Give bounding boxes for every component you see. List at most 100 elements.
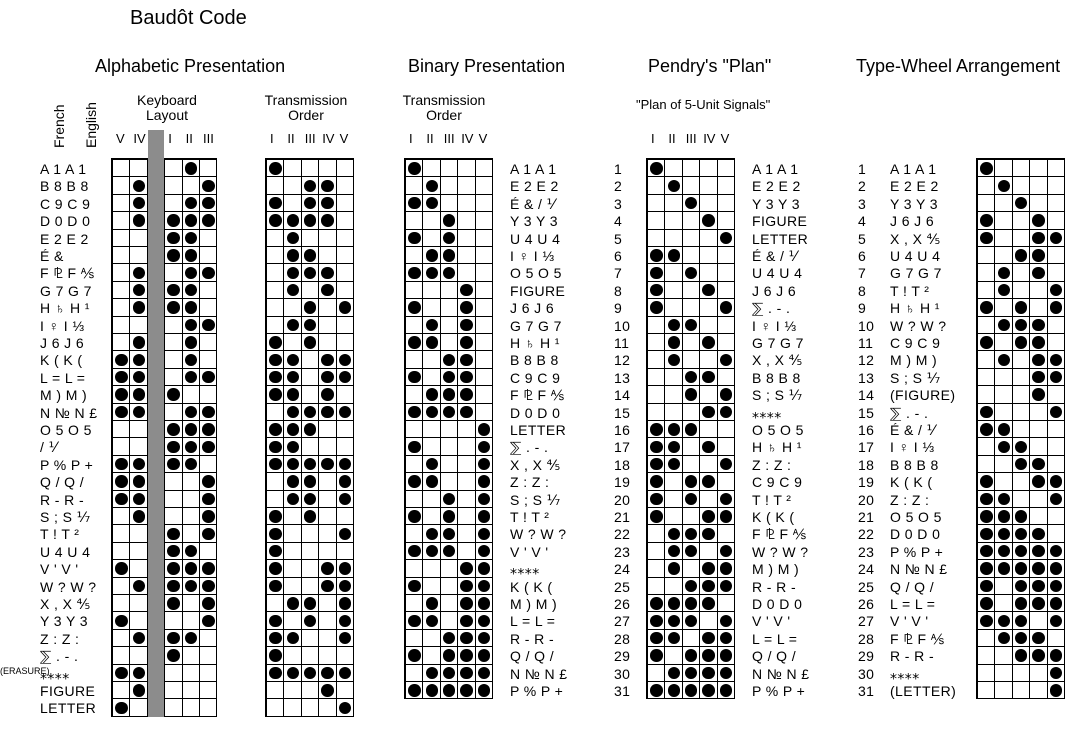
binary-hole bbox=[425, 249, 438, 262]
alpha-transmission-cell bbox=[267, 577, 285, 595]
pendry-cell bbox=[717, 334, 735, 352]
alpha-transmission-cell bbox=[301, 177, 320, 195]
page-title: Baudôt Code bbox=[130, 7, 247, 29]
typewheel-cell bbox=[995, 281, 1013, 300]
pendry-number: 1 bbox=[614, 161, 623, 177]
alpha-transmission-hole bbox=[304, 301, 317, 314]
keyboard-cell bbox=[113, 316, 131, 334]
pendry-cell bbox=[665, 212, 683, 230]
alpha-transmission-cell bbox=[336, 264, 354, 282]
keyboard-cell bbox=[113, 508, 131, 526]
pendry-hole bbox=[702, 597, 715, 610]
alpha-transmission-cell bbox=[284, 664, 302, 682]
pendry-cell bbox=[648, 455, 666, 474]
typewheel-cell bbox=[1030, 386, 1048, 404]
binary-hole bbox=[408, 684, 421, 697]
alpha-transmission-hole bbox=[286, 632, 299, 645]
pendry-cell bbox=[700, 264, 718, 282]
keyboard-hole bbox=[202, 179, 215, 192]
keyboard-hole bbox=[132, 666, 145, 680]
alpha-transmission-cell bbox=[336, 473, 354, 491]
pendry-number: 27 bbox=[614, 613, 631, 630]
alpha-transmission-hole bbox=[321, 214, 334, 227]
alpha-transmission-hole bbox=[304, 614, 317, 627]
keyboard-hole bbox=[184, 579, 198, 593]
binary-hole bbox=[477, 510, 491, 523]
keyboard-cell bbox=[113, 212, 131, 230]
pendry-cell bbox=[682, 247, 701, 265]
keyboard-cell bbox=[165, 455, 183, 474]
keyboard-cell bbox=[182, 281, 200, 300]
typewheel-number: 22 bbox=[858, 526, 875, 543]
alpha-transmission-hole bbox=[269, 458, 282, 471]
alpha-transmission-cell bbox=[319, 351, 337, 369]
keyboard-hole bbox=[132, 475, 145, 488]
alpha-transmission-cell bbox=[336, 247, 354, 265]
binary-hole bbox=[425, 597, 438, 610]
typewheel-cell bbox=[1012, 647, 1031, 665]
pendry-cell bbox=[700, 281, 718, 300]
binary-cell bbox=[458, 525, 476, 543]
keyboard-cell bbox=[130, 421, 148, 439]
pendry-number: 5 bbox=[614, 230, 623, 247]
typewheel-cell bbox=[995, 421, 1013, 439]
typewheel-label: P % P + bbox=[890, 543, 944, 560]
alpha-transmission-cell bbox=[301, 299, 320, 317]
keyboard-numeral: IV bbox=[133, 131, 146, 146]
pendry-number: 31 bbox=[614, 683, 631, 699]
binary-cell bbox=[475, 560, 493, 578]
typewheel-cell bbox=[1030, 508, 1048, 526]
binary-hole bbox=[408, 405, 421, 419]
binary-transmission-line2: Order bbox=[426, 107, 462, 123]
pendry-cell bbox=[665, 560, 683, 578]
binary-hole bbox=[443, 684, 456, 697]
binary-cell bbox=[458, 682, 476, 700]
pendry-cell bbox=[717, 177, 735, 195]
typewheel-hole bbox=[1032, 371, 1045, 384]
binary-label: R - R - bbox=[510, 630, 555, 647]
keyboard-hole bbox=[184, 284, 198, 297]
pendry-cell bbox=[700, 386, 718, 404]
typewheel-cell bbox=[1047, 368, 1065, 387]
pendry-cell bbox=[665, 508, 683, 526]
alphabetic-label: M ) M ) bbox=[40, 387, 88, 404]
pendry-cell bbox=[717, 247, 735, 265]
alpha-transmission-hole bbox=[321, 684, 334, 697]
binary-cell bbox=[406, 281, 424, 300]
typewheel-cell bbox=[1012, 386, 1031, 404]
binary-hole bbox=[477, 527, 491, 540]
typewheel-hole bbox=[1015, 562, 1028, 575]
keyboard-grid bbox=[111, 158, 218, 717]
keyboard-hole bbox=[132, 684, 145, 697]
keyboard-cell bbox=[130, 473, 148, 491]
alphabetic-label: I ♀ I ⅓ bbox=[40, 317, 85, 334]
pendry-hole bbox=[667, 336, 680, 349]
typewheel-label: B 8 B 8 bbox=[890, 456, 939, 473]
binary-label: E 2 E 2 bbox=[510, 178, 559, 195]
typewheel-label: S ; S ⅐ bbox=[890, 369, 941, 386]
typewheel-cell bbox=[1012, 473, 1031, 491]
alpha-transmission-cell bbox=[267, 229, 285, 247]
pendry-hole bbox=[667, 353, 680, 366]
typewheel-hole bbox=[1032, 353, 1045, 366]
alpha-transmission-cell bbox=[336, 612, 354, 630]
typewheel-hole bbox=[980, 492, 993, 506]
keyboard-cell bbox=[130, 229, 148, 247]
keyboard-numeral: V bbox=[116, 131, 125, 146]
alpha-transmission-cell bbox=[284, 577, 302, 595]
pendry-hole bbox=[667, 249, 680, 262]
keyboard-cell bbox=[182, 403, 200, 421]
alpha-transmission-cell bbox=[319, 629, 337, 648]
alpha-transmission-cell bbox=[301, 160, 320, 178]
keyboard-cell bbox=[130, 438, 148, 456]
keyboard-cell bbox=[113, 177, 131, 195]
binary-hole bbox=[425, 388, 438, 401]
typewheel-label: J 6 J 6 bbox=[890, 213, 935, 230]
alpha-transmission-cell bbox=[336, 629, 354, 648]
pendry-cell bbox=[665, 525, 683, 543]
typewheel-hole bbox=[1015, 440, 1028, 453]
typewheel-cell bbox=[1047, 316, 1065, 334]
typewheel-label: ⅀ . - . bbox=[890, 404, 929, 421]
alpha-transmission-cell bbox=[319, 525, 337, 543]
binary-cell bbox=[406, 647, 424, 665]
